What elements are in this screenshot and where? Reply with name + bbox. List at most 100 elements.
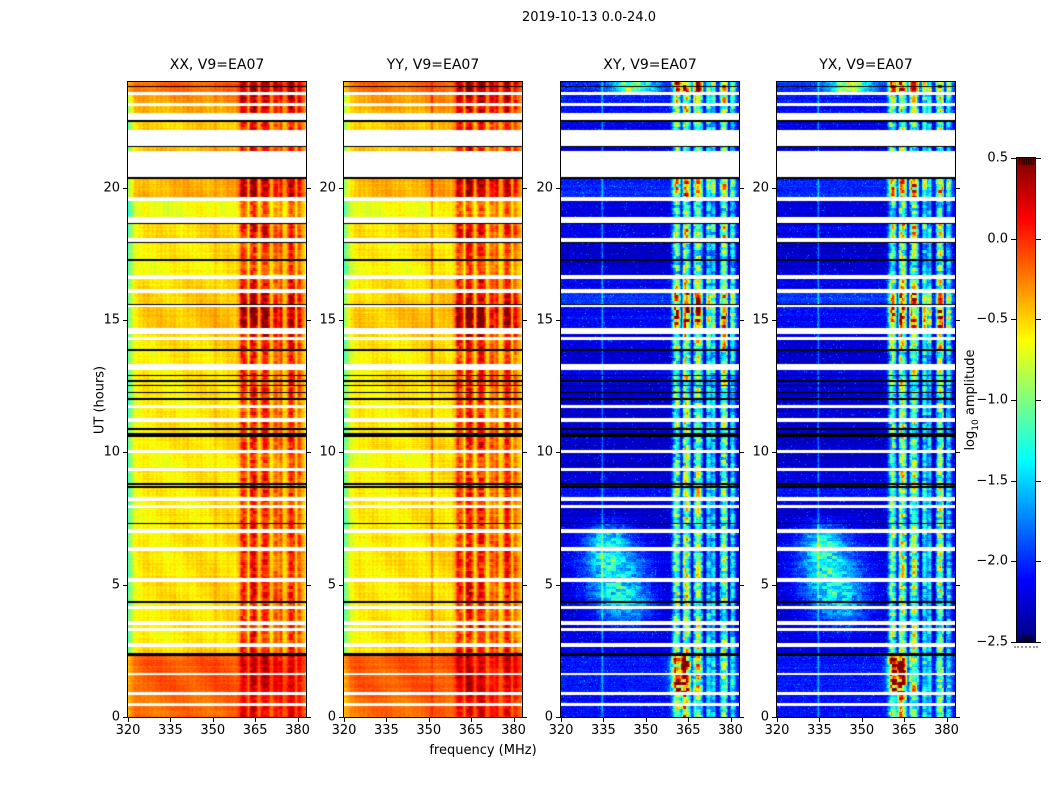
colorbar-tick-label: −0.5	[976, 311, 1008, 327]
x-tick-mark	[688, 718, 690, 722]
y-tick-mark	[956, 320, 960, 322]
heatmap-canvas-yx	[777, 82, 955, 717]
y-tick-mark	[772, 584, 776, 586]
y-tick-mark	[956, 187, 960, 189]
y-tick-mark	[523, 584, 527, 586]
panel-xx: XX, V9=EA07	[127, 57, 307, 718]
y-tick-label: 0	[760, 709, 769, 725]
x-tick-label: 320	[115, 723, 141, 738]
panel-title-xy: XY, V9=EA07	[603, 57, 697, 73]
y-tick-label: 5	[111, 577, 120, 593]
y-tick-mark	[956, 584, 960, 586]
colorbar-tick-mark	[1011, 480, 1016, 482]
x-tick-mark	[561, 718, 562, 722]
y-tick-mark	[339, 452, 343, 454]
x-tick-mark	[819, 718, 821, 722]
y-tick-label: 10	[536, 444, 553, 460]
y-tick-mark	[307, 717, 311, 718]
y-tick-mark	[523, 320, 527, 322]
panel-title-yx: YX, V9=EA07	[819, 57, 913, 73]
heatmap-canvas-xy	[561, 82, 739, 717]
y-tick-label: 20	[752, 180, 769, 196]
x-tick-mark	[645, 718, 647, 722]
x-tick-mark	[428, 718, 430, 722]
colorbar-tick-mark	[1036, 561, 1041, 563]
x-tick-mark	[777, 718, 778, 722]
x-tick-mark	[344, 718, 345, 722]
y-tick-label: 15	[103, 312, 120, 328]
colorbar-tick-label: −2.0	[976, 553, 1008, 569]
x-tick-mark	[471, 718, 473, 722]
y-tick-mark	[339, 187, 343, 189]
x-tick-label: 380	[285, 723, 310, 738]
x-tick-label: 365	[242, 723, 268, 738]
x-tick-mark	[513, 718, 515, 722]
colorbar-tick-mark	[1036, 642, 1041, 643]
x-tick-label: 365	[458, 723, 484, 738]
colorbar-label-rest: amplitude	[963, 349, 979, 420]
x-tick-mark	[255, 718, 257, 722]
y-tick-mark	[956, 717, 960, 718]
y-tick-label: 15	[319, 312, 336, 328]
y-tick-label: 20	[319, 180, 336, 196]
x-tick-label: 335	[373, 723, 399, 738]
y-tick-label: 10	[103, 444, 120, 460]
panel-yx: YX, V9=EA07	[776, 57, 956, 718]
y-tick-mark	[772, 717, 776, 718]
x-tick-label: 380	[501, 723, 526, 738]
x-tick-mark	[946, 718, 948, 722]
y-tick-mark	[523, 187, 527, 189]
y-tick-mark	[556, 717, 560, 718]
x-tick-mark	[386, 718, 388, 722]
y-tick-mark	[307, 584, 311, 586]
x-tick-label: 335	[806, 723, 832, 738]
heatmap-canvas-yy	[344, 82, 522, 717]
y-tick-label: 5	[327, 577, 336, 593]
x-tick-label: 320	[331, 723, 357, 738]
x-tick-mark	[603, 718, 605, 722]
x-tick-label: 380	[718, 723, 743, 738]
y-tick-mark	[123, 187, 127, 189]
panel-xy: XY, V9=EA07	[560, 57, 740, 718]
x-tick-mark	[861, 718, 863, 722]
x-tick-label: 365	[675, 723, 701, 738]
y-tick-mark	[740, 584, 744, 586]
y-tick-mark	[740, 187, 744, 189]
y-tick-mark	[556, 187, 560, 189]
colorbar-tick-label: −1.0	[976, 392, 1008, 408]
x-tick-label: 320	[764, 723, 790, 738]
y-tick-mark	[956, 452, 960, 454]
x-tick-mark	[730, 718, 732, 722]
colorbar-tick-mark	[1011, 158, 1016, 159]
y-tick-label: 5	[544, 577, 553, 593]
x-tick-label: 335	[590, 723, 616, 738]
x-tick-mark	[212, 718, 214, 722]
y-tick-mark	[523, 452, 527, 454]
y-tick-mark	[123, 452, 127, 454]
colorbar-tick-label: −1.5	[976, 473, 1008, 489]
y-tick-mark	[307, 320, 311, 322]
x-tick-label: 380	[934, 723, 959, 738]
colorbar-label-sub: 10	[970, 419, 981, 431]
y-tick-mark	[123, 717, 127, 718]
x-tick-label: 320	[548, 723, 574, 738]
colorbar-tick-mark	[1011, 400, 1016, 401]
y-tick-label: 15	[752, 312, 769, 328]
y-tick-label: 0	[327, 709, 336, 725]
x-tick-mark	[128, 718, 129, 722]
y-tick-mark	[523, 717, 527, 718]
y-tick-mark	[556, 584, 560, 586]
colorbar-underline-dots	[1014, 646, 1038, 648]
y-axis-label: UT (hours)	[92, 365, 108, 435]
panel-title-yy: YY, V9=EA07	[386, 57, 480, 73]
colorbar-tick-label: 0.0	[987, 231, 1008, 247]
x-tick-label: 350	[633, 723, 659, 738]
y-tick-mark	[772, 320, 776, 322]
y-tick-label: 10	[752, 444, 769, 460]
x-tick-label: 350	[416, 723, 442, 738]
y-tick-label: 0	[544, 709, 553, 725]
figure-title: 2019-10-13 0.0-24.0	[522, 10, 656, 25]
y-tick-label: 0	[111, 709, 120, 725]
panel-title-xx: XX, V9=EA07	[169, 57, 265, 73]
